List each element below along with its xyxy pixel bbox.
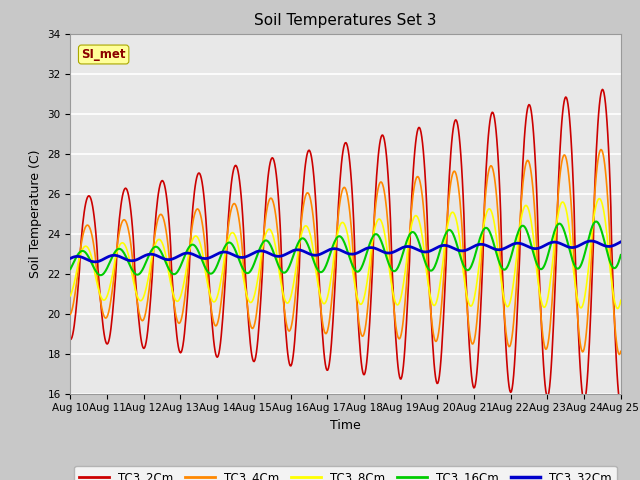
TC3_4Cm (429, 324, 436, 330)
TC3_2Cm (67, 336, 74, 342)
TC3_16Cm (429, 266, 437, 272)
TC3_4Cm (218, 292, 226, 298)
Text: SI_met: SI_met (81, 48, 126, 61)
TC3_4Cm (616, 352, 623, 358)
TC3_8Cm (429, 301, 436, 307)
TC3_2Cm (598, 86, 606, 92)
TC3_2Cm (413, 133, 420, 139)
TC3_16Cm (190, 242, 198, 248)
TC3_8Cm (67, 293, 74, 299)
TC3_2Cm (429, 338, 436, 344)
TC3_4Cm (617, 348, 625, 354)
TC3_32Cm (617, 239, 625, 245)
TC3_8Cm (413, 213, 420, 218)
Line: TC3_16Cm: TC3_16Cm (70, 222, 621, 275)
TC3_4Cm (413, 175, 420, 180)
TC3_2Cm (77, 249, 84, 254)
TC3_16Cm (219, 248, 227, 254)
Line: TC3_4Cm: TC3_4Cm (70, 150, 621, 355)
Line: TC3_32Cm: TC3_32Cm (70, 241, 621, 262)
TC3_8Cm (596, 196, 604, 202)
TC3_32Cm (190, 252, 198, 257)
TC3_16Cm (413, 235, 421, 240)
TC3_8Cm (617, 298, 625, 303)
TC3_16Cm (593, 219, 600, 225)
TC3_32Cm (134, 256, 141, 262)
TC3_8Cm (77, 252, 84, 258)
TC3_4Cm (67, 312, 74, 317)
TC3_16Cm (77, 249, 84, 254)
TC3_2Cm (133, 296, 141, 302)
TC3_2Cm (189, 204, 196, 210)
TC3_4Cm (597, 147, 605, 153)
TC3_4Cm (189, 219, 196, 225)
X-axis label: Time: Time (330, 419, 361, 432)
Legend: TC3_2Cm, TC3_4Cm, TC3_8Cm, TC3_16Cm, TC3_32Cm: TC3_2Cm, TC3_4Cm, TC3_8Cm, TC3_16Cm, TC3… (74, 466, 617, 480)
TC3_2Cm (218, 324, 226, 330)
TC3_32Cm (219, 249, 227, 255)
TC3_16Cm (617, 252, 625, 258)
Line: TC3_2Cm: TC3_2Cm (70, 89, 621, 406)
TC3_32Cm (67, 255, 74, 261)
Line: TC3_8Cm: TC3_8Cm (70, 199, 621, 309)
Title: Soil Temperatures Set 3: Soil Temperatures Set 3 (254, 13, 437, 28)
TC3_32Cm (77, 254, 84, 260)
TC3_4Cm (77, 247, 84, 252)
TC3_32Cm (91, 259, 99, 265)
TC3_8Cm (614, 306, 621, 312)
TC3_8Cm (133, 292, 141, 298)
TC3_2Cm (617, 403, 625, 408)
TC3_4Cm (133, 298, 141, 303)
TC3_32Cm (413, 247, 421, 252)
TC3_16Cm (134, 272, 141, 277)
TC3_8Cm (189, 236, 196, 242)
TC3_32Cm (587, 238, 595, 244)
Y-axis label: Soil Temperature (C): Soil Temperature (C) (29, 149, 42, 278)
TC3_16Cm (97, 272, 104, 278)
TC3_8Cm (218, 272, 226, 277)
TC3_32Cm (429, 247, 437, 252)
TC3_16Cm (67, 266, 74, 272)
